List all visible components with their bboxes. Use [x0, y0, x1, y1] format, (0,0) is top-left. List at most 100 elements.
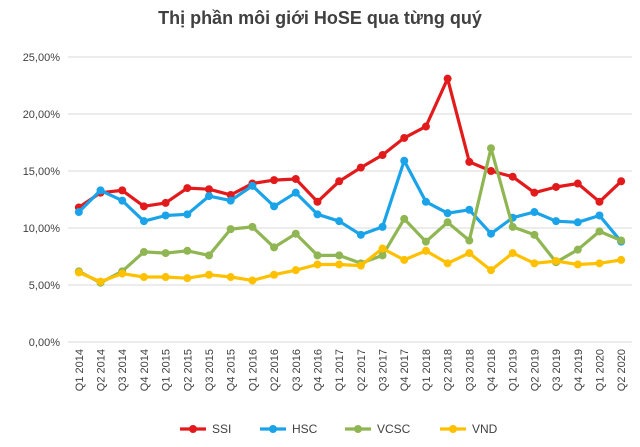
- data-point-ssi: [465, 157, 474, 166]
- x-tick-label: Q2 2015: [182, 349, 194, 391]
- data-point-ssi: [443, 74, 452, 83]
- data-point-vnd: [552, 257, 561, 266]
- data-point-vnd: [443, 259, 452, 268]
- data-point-ssi: [183, 184, 192, 193]
- chart-title: Thị phần môi giới HoSE qua từng quý: [158, 8, 482, 28]
- data-point-hsc: [356, 230, 365, 239]
- data-point-vnd: [291, 266, 300, 275]
- x-tick-label: Q2 2020: [616, 349, 628, 391]
- data-point-ssi: [378, 151, 387, 160]
- data-point-vcsc: [291, 229, 300, 238]
- data-point-ssi: [291, 174, 300, 183]
- data-point-ssi: [530, 188, 539, 197]
- data-point-vnd: [74, 268, 83, 277]
- data-point-vcsc: [139, 247, 148, 256]
- legend-marker-vcsc: [354, 425, 362, 433]
- data-point-hsc: [118, 196, 127, 205]
- data-point-vcsc: [573, 245, 582, 254]
- data-point-vcsc: [378, 251, 387, 260]
- x-tick-label: Q4 2014: [139, 349, 151, 391]
- data-point-vnd: [508, 249, 517, 258]
- x-tick-label: Q1 2014: [74, 349, 86, 391]
- data-point-ssi: [270, 176, 279, 185]
- data-point-hsc: [465, 205, 474, 214]
- data-point-vnd: [139, 273, 148, 282]
- data-point-vnd: [161, 273, 170, 282]
- legend-marker-ssi: [189, 425, 197, 433]
- data-point-ssi: [617, 177, 626, 186]
- data-point-vcsc: [161, 249, 170, 258]
- data-point-vnd: [356, 261, 365, 270]
- x-tick-label: Q2 2014: [96, 349, 108, 391]
- data-point-vcsc: [183, 246, 192, 255]
- data-point-hsc: [313, 210, 322, 219]
- data-point-ssi: [508, 172, 517, 181]
- data-point-ssi: [400, 133, 409, 142]
- data-point-vcsc: [400, 214, 409, 223]
- data-point-vnd: [487, 266, 495, 275]
- data-point-vnd: [378, 244, 387, 253]
- data-point-vnd: [248, 276, 257, 285]
- data-point-ssi: [161, 198, 170, 207]
- legend-label-hsc: HSC: [292, 422, 318, 436]
- legend-marker-vnd: [449, 425, 457, 433]
- data-point-ssi: [118, 186, 127, 195]
- data-point-vcsc: [270, 243, 279, 252]
- data-point-hsc: [378, 222, 387, 231]
- data-point-vcsc: [443, 218, 452, 227]
- x-tick-label: Q4 2015: [226, 349, 238, 391]
- x-tick-label: Q4 2017: [399, 349, 411, 391]
- data-point-hsc: [183, 210, 192, 219]
- data-point-vnd: [313, 260, 322, 269]
- x-tick-label: Q3 2019: [551, 349, 563, 391]
- data-point-hsc: [443, 209, 452, 218]
- data-point-ssi: [356, 163, 365, 172]
- x-tick-label: Q3 2017: [378, 349, 390, 391]
- y-tick-label: 5,00%: [29, 280, 60, 292]
- x-tick-label: Q2 2017: [356, 349, 368, 391]
- x-tick-label: Q1 2019: [508, 349, 520, 391]
- x-tick-label: Q3 2016: [291, 349, 303, 391]
- data-point-ssi: [421, 122, 430, 131]
- data-point-vcsc: [313, 251, 322, 260]
- x-tick-label: Q1 2018: [421, 349, 433, 391]
- data-point-vnd: [270, 270, 279, 279]
- data-point-hsc: [205, 192, 213, 201]
- data-point-hsc: [573, 218, 582, 227]
- data-point-ssi: [313, 197, 322, 206]
- data-point-hsc: [74, 208, 83, 217]
- data-point-vnd: [530, 259, 539, 268]
- data-point-vcsc: [226, 225, 235, 234]
- data-point-hsc: [161, 211, 170, 220]
- data-point-ssi: [335, 177, 344, 186]
- y-tick-label: 25,00%: [23, 52, 61, 64]
- data-point-vcsc: [617, 236, 626, 245]
- legend-marker-hsc: [269, 425, 277, 433]
- legend-label-ssi: SSI: [212, 422, 231, 436]
- data-point-vnd: [96, 277, 105, 286]
- data-point-hsc: [96, 186, 105, 195]
- data-point-hsc: [552, 217, 561, 226]
- data-point-vnd: [335, 260, 344, 269]
- data-point-hsc: [400, 156, 409, 165]
- data-point-hsc: [530, 208, 539, 217]
- x-tick-label: Q1 2020: [594, 349, 606, 391]
- data-point-hsc: [226, 196, 235, 205]
- data-point-vnd: [595, 259, 604, 268]
- data-point-ssi: [595, 197, 604, 206]
- legend-label-vcsc: VCSC: [377, 422, 411, 436]
- data-point-vnd: [400, 255, 409, 264]
- data-point-vcsc: [465, 236, 474, 245]
- data-point-vnd: [465, 249, 474, 258]
- x-tick-label: Q1 2015: [161, 349, 173, 391]
- series-line-ssi: [77, 77, 623, 210]
- data-point-vcsc: [487, 144, 495, 153]
- data-point-vnd: [226, 273, 235, 282]
- data-point-vcsc: [421, 237, 430, 246]
- data-point-ssi: [487, 167, 495, 175]
- x-tick-label: Q2 2019: [529, 349, 541, 391]
- x-tick-label: Q3 2015: [204, 349, 216, 391]
- data-point-ssi: [139, 202, 148, 211]
- x-tick-label: Q4 2016: [312, 349, 324, 391]
